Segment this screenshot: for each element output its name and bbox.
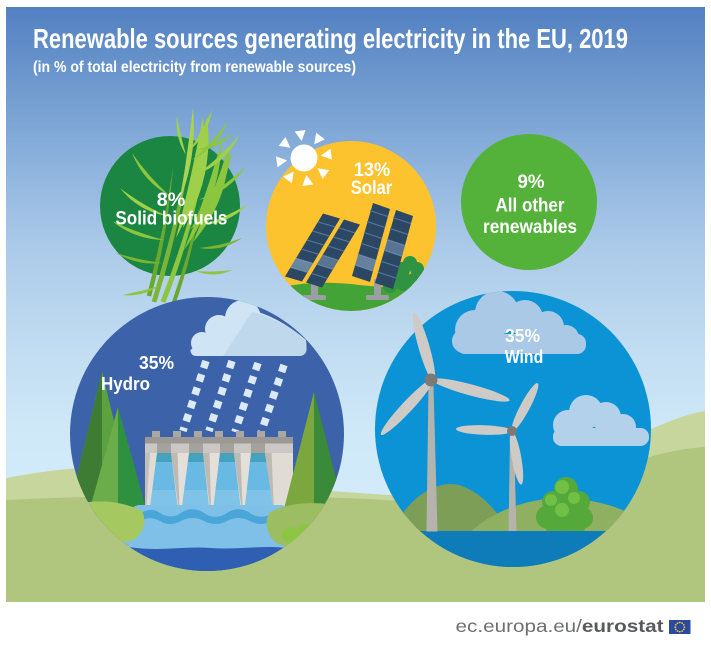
svg-text:ec.europa.eu/eurostat: ec.europa.eu/eurostat (456, 616, 664, 636)
svg-text:Solid biofuels: Solid biofuels (115, 209, 227, 230)
svg-text:Renewable sources generating e: Renewable sources generating electricity… (33, 23, 628, 54)
svg-text:All other: All other (496, 196, 566, 217)
svg-text:13%: 13% (354, 160, 391, 181)
svg-text:Wind: Wind (505, 346, 544, 367)
svg-text:8%: 8% (157, 189, 186, 211)
svg-text:35%: 35% (139, 352, 174, 373)
svg-text:(in % of total electricity fro: (in % of total electricity from renewabl… (33, 59, 356, 76)
svg-text:renewables: renewables (483, 217, 577, 238)
svg-text:Solar: Solar (351, 178, 393, 199)
svg-text:35%: 35% (505, 325, 540, 346)
svg-text:9%: 9% (518, 171, 545, 193)
svg-text:Hydro: Hydro (101, 373, 150, 394)
